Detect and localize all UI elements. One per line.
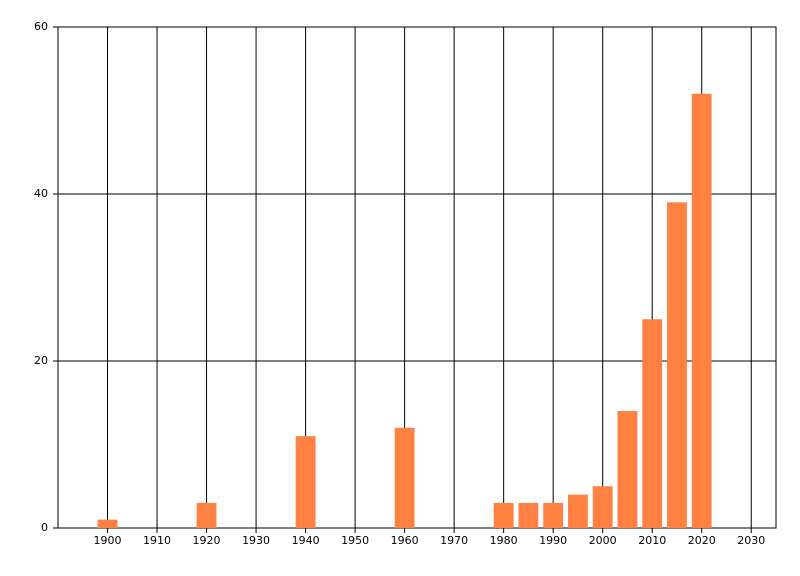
x-tick-label: 1990 bbox=[539, 534, 567, 547]
x-tick-label: 2030 bbox=[737, 534, 765, 547]
bar bbox=[691, 93, 712, 529]
bar bbox=[295, 436, 316, 528]
x-tick-label: 1940 bbox=[292, 534, 320, 547]
bar bbox=[493, 502, 514, 528]
bar bbox=[543, 502, 564, 528]
x-tick-label: 2020 bbox=[688, 534, 716, 547]
y-tick-label: 60 bbox=[34, 20, 48, 33]
bar bbox=[518, 502, 539, 528]
bar bbox=[568, 494, 588, 528]
x-tick-label: 1900 bbox=[94, 534, 122, 547]
bar bbox=[642, 319, 663, 528]
x-tick-label: 1910 bbox=[143, 534, 171, 547]
x-tick-label: 1920 bbox=[193, 534, 221, 547]
bar bbox=[196, 502, 217, 528]
bar bbox=[97, 519, 118, 528]
x-tick-label: 1970 bbox=[440, 534, 468, 547]
y-tick-label: 0 bbox=[41, 521, 48, 534]
bar bbox=[592, 486, 613, 528]
x-tick-label: 2010 bbox=[638, 534, 666, 547]
x-tick-label: 1980 bbox=[490, 534, 518, 547]
bar bbox=[394, 427, 415, 528]
y-tick-label: 20 bbox=[34, 354, 48, 367]
x-tick-label: 2000 bbox=[589, 534, 617, 547]
bar bbox=[617, 411, 638, 528]
x-tick-label: 1950 bbox=[341, 534, 369, 547]
x-tick-label: 1960 bbox=[391, 534, 419, 547]
bar bbox=[667, 202, 687, 528]
y-tick-label: 40 bbox=[34, 187, 48, 200]
x-tick-label: 1930 bbox=[242, 534, 270, 547]
